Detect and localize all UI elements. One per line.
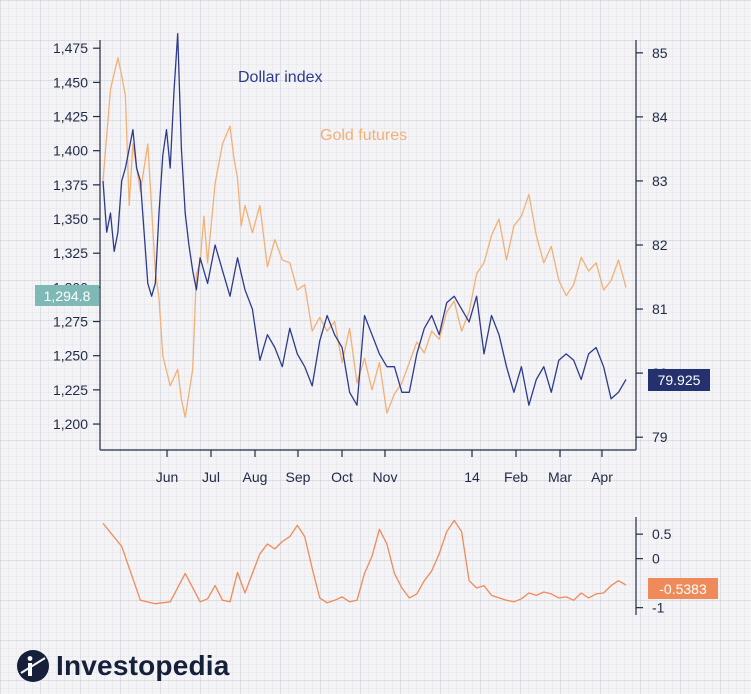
right-y-tick-label: 81 bbox=[652, 301, 668, 317]
oscillator-line bbox=[102, 519, 627, 605]
gold-futures-line bbox=[102, 57, 627, 418]
left-y-tick-label: 1,325 bbox=[53, 245, 88, 261]
left-y-tick-label: 1,200 bbox=[53, 416, 88, 432]
right-y-tick-label: 84 bbox=[652, 109, 668, 125]
x-tick-label: Mar bbox=[548, 469, 572, 485]
x-ticks: Jun Jul Aug Sep Oct Nov 14 Feb Mar Apr bbox=[156, 450, 613, 485]
dollar-index-series bbox=[102, 32, 627, 406]
dollar-last-value-box bbox=[648, 369, 710, 391]
oscillator-last-value-text: -0.5383 bbox=[659, 581, 707, 597]
left-y-tick-label: 1,350 bbox=[53, 211, 88, 227]
oscillator-y-tick-label: 0.5 bbox=[652, 526, 672, 542]
x-tick-label: Jul bbox=[202, 469, 220, 485]
left-y-tick-label: 1,450 bbox=[53, 74, 88, 90]
left-y-tick-label: 1,400 bbox=[53, 143, 88, 159]
brand-name: Investopedia bbox=[56, 650, 230, 681]
oscillator-chart: 0.5 0 -1 -0.5383 bbox=[102, 517, 718, 616]
right-y-tick-label: 83 bbox=[652, 173, 668, 189]
x-tick-label: Sep bbox=[286, 469, 311, 485]
left-y-ticks: 1,2001,2251,2501,2751,3001,3251,3501,375… bbox=[53, 40, 100, 432]
dollar-last-value-text: 79.925 bbox=[658, 372, 701, 388]
gold-last-value-text: 1,294.8 bbox=[44, 288, 91, 304]
dollar-last-value-marker: 79.925 bbox=[648, 369, 710, 391]
x-tick-label: 14 bbox=[464, 469, 480, 485]
price-chart: 1,2001,2251,2501,2751,3001,3251,3501,375… bbox=[35, 32, 710, 485]
right-y-tick-label: 82 bbox=[652, 237, 668, 253]
left-y-tick-label: 1,425 bbox=[53, 109, 88, 125]
oscillator-series bbox=[102, 519, 627, 605]
left-y-tick-label: 1,475 bbox=[53, 40, 88, 56]
left-y-tick-label: 1,250 bbox=[53, 348, 88, 364]
oscillator-y-tick-label: 0 bbox=[652, 551, 660, 567]
oscillator-y-ticks: 0.5 0 -1 bbox=[636, 526, 672, 616]
x-tick-label: Nov bbox=[373, 469, 398, 485]
dollar-index-label: Dollar index bbox=[238, 69, 322, 86]
x-tick-label: Apr bbox=[591, 469, 613, 485]
brand: Investopedia bbox=[16, 646, 230, 686]
x-tick-label: Oct bbox=[331, 469, 353, 485]
dollar-index-line bbox=[102, 32, 627, 406]
oscillator-last-value-marker: -0.5383 bbox=[648, 578, 718, 599]
gold-futures-label: Gold futures bbox=[320, 127, 407, 144]
left-y-tick-label: 1,275 bbox=[53, 314, 88, 330]
oscillator-last-value-box bbox=[648, 578, 718, 599]
x-tick-label: Aug bbox=[243, 469, 268, 485]
right-y-tick-label: 79 bbox=[652, 429, 668, 445]
left-y-tick-label: 1,375 bbox=[53, 177, 88, 193]
x-tick-label: Feb bbox=[504, 469, 528, 485]
x-tick-label: Jun bbox=[156, 469, 179, 485]
investopedia-logo-icon bbox=[17, 650, 49, 682]
gold-last-value-box bbox=[35, 285, 99, 306]
gold-last-value-marker: 1,294.8 bbox=[35, 285, 99, 306]
oscillator-y-tick-label: -1 bbox=[652, 600, 665, 616]
right-y-tick-label: 85 bbox=[652, 45, 668, 61]
left-y-tick-label: 1,225 bbox=[53, 382, 88, 398]
gold-futures-series bbox=[102, 57, 627, 418]
